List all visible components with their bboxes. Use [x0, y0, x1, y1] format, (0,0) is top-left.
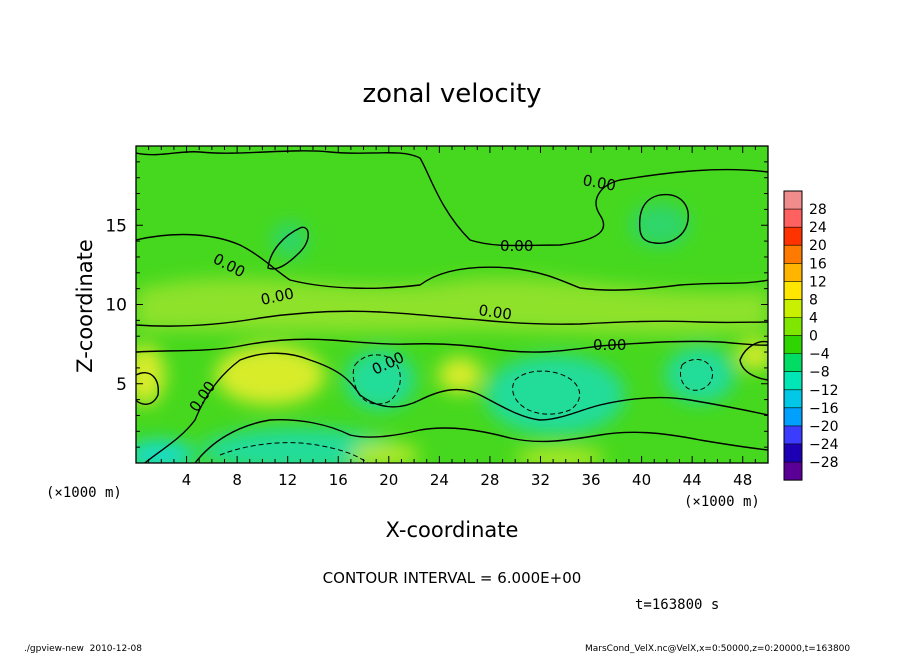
colorbar-swatch: [784, 425, 802, 444]
x-tick-label: 8: [232, 471, 242, 489]
x-tick-label: 28: [480, 471, 499, 489]
colorbar-swatch: [784, 462, 802, 481]
contour-label: 0.00: [477, 301, 513, 323]
colorbar-label: 24: [809, 220, 827, 236]
colorbar-swatch: [784, 407, 802, 426]
colorbar-swatch: [784, 227, 802, 246]
contour-label: 0.00: [500, 237, 533, 255]
colorbar-swatch: [784, 245, 802, 264]
y-axis: 5 10 15: [105, 161, 768, 448]
colorbar-label: 8: [809, 292, 818, 308]
colorbar-swatch: [784, 209, 802, 228]
colorbar-swatch: [784, 353, 802, 372]
colorbar-label: 20: [809, 238, 827, 254]
contour-interval: CONTOUR INTERVAL = 6.000E+00: [323, 569, 582, 587]
x-tick-label: 40: [632, 471, 651, 489]
colorbar-swatch: [784, 389, 802, 408]
colorbar-label: −24: [809, 437, 839, 453]
colorbar-swatch: [784, 281, 802, 300]
colorbar-label: 16: [809, 256, 827, 272]
colorbar-swatch: [784, 335, 802, 354]
y-tick-label: 5: [116, 375, 127, 395]
colorbar: 28 24 20 16 12 8 4 0 −4 −8 −12 −16 −20 −24 −28: [783, 190, 839, 481]
colorbar-label: 4: [809, 310, 818, 326]
x-unit-left: (×1000 m): [46, 485, 122, 501]
x-tick-label: 44: [683, 471, 702, 489]
colorbar-label: 0: [809, 329, 818, 345]
colorbar-label: 28: [809, 202, 827, 218]
x-tick-label: 32: [531, 471, 550, 489]
x-tick-label: 20: [379, 471, 398, 489]
x-axis: 4 8 12 16 20 24 28 32 36 40 44 48: [148, 146, 756, 489]
colorbar-swatch: [784, 263, 802, 282]
y-axis-label: Z-coordinate: [73, 239, 97, 373]
contour-label: 0.00: [581, 171, 617, 195]
x-unit-right: (×1000 m): [684, 494, 760, 510]
colorbar-swatch: [784, 299, 802, 318]
colorbar-label: −16: [809, 401, 839, 417]
footer-left: ./gpview-new 2010-12-08: [24, 644, 142, 654]
x-axis-label: X-coordinate: [386, 518, 519, 542]
footer-right: MarsCond_VelX.nc@VelX,x=0:50000,z=0:2000…: [585, 644, 850, 654]
colorbar-label: −20: [809, 419, 839, 435]
y-tick-label: 10: [105, 296, 127, 316]
x-tick-label: 36: [581, 471, 600, 489]
x-tick-label: 12: [278, 471, 297, 489]
field-shading: [136, 203, 768, 463]
colorbar-label: −4: [809, 347, 830, 363]
x-tick-label: 16: [329, 471, 348, 489]
chart-title: zonal velocity: [362, 79, 541, 109]
dashed-contours: [219, 354, 714, 463]
contour-lines: [136, 150, 768, 463]
colorbar-swatch: [784, 191, 802, 210]
colorbar-swatch: [784, 443, 802, 463]
y-tick-label: 15: [105, 216, 127, 236]
colorbar-label: 12: [809, 274, 827, 290]
time-label: t=163800 s: [635, 597, 719, 613]
x-tick-label: 24: [430, 471, 449, 489]
colorbar-label: −8: [809, 365, 830, 381]
colorbar-swatch: [784, 371, 802, 390]
contour-label: 0.00: [593, 336, 626, 354]
plot-area: 0.00 0.00 0.00 0.00 0.00 0.00 0.00 0.00: [136, 146, 768, 463]
x-tick-label: 48: [733, 471, 752, 489]
x-tick-label: 4: [182, 471, 192, 489]
colorbar-label: −12: [809, 383, 839, 399]
colorbar-label: −28: [809, 455, 839, 471]
colorbar-swatch: [784, 317, 802, 336]
